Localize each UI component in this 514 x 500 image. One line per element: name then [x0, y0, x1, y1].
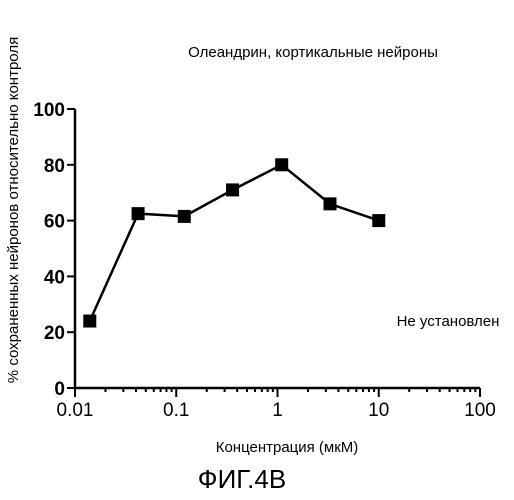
data-point — [83, 315, 96, 328]
data-point — [132, 207, 145, 220]
x-tick-label: 0.01 — [57, 400, 94, 421]
y-tick-label: 80 — [44, 156, 65, 177]
series-markers — [83, 158, 385, 327]
x-tick-label: 100 — [464, 400, 496, 421]
data-point — [178, 210, 191, 223]
x-ticks: 0.01 0.1 1 10 100 — [57, 388, 496, 421]
y-axis-label: % сохраненных нейронов относительно конт… — [5, 37, 22, 383]
y-ticks: 0 20 40 60 80 100 — [33, 100, 75, 400]
data-point — [226, 183, 239, 196]
y-tick-label: 100 — [33, 100, 65, 121]
chart-title: Олеандрин, кортикальные нейроны — [188, 44, 438, 61]
y-tick-label: 60 — [44, 212, 65, 233]
y-tick-label: 0 — [54, 379, 65, 400]
data-point — [323, 197, 336, 210]
annotation-not-determined: Не установлен — [397, 313, 500, 330]
y-tick-label: 20 — [44, 323, 65, 344]
x-tick-label: 0.1 — [163, 400, 189, 421]
data-point — [275, 158, 288, 171]
data-point — [372, 214, 385, 227]
y-tick-label: 40 — [44, 267, 65, 288]
x-tick-label: 1 — [272, 400, 283, 421]
x-tick-label: 10 — [368, 400, 389, 421]
x-axis-label: Концентрация (мкМ) — [216, 439, 359, 456]
figure-caption: ФИГ.4В — [198, 464, 286, 494]
